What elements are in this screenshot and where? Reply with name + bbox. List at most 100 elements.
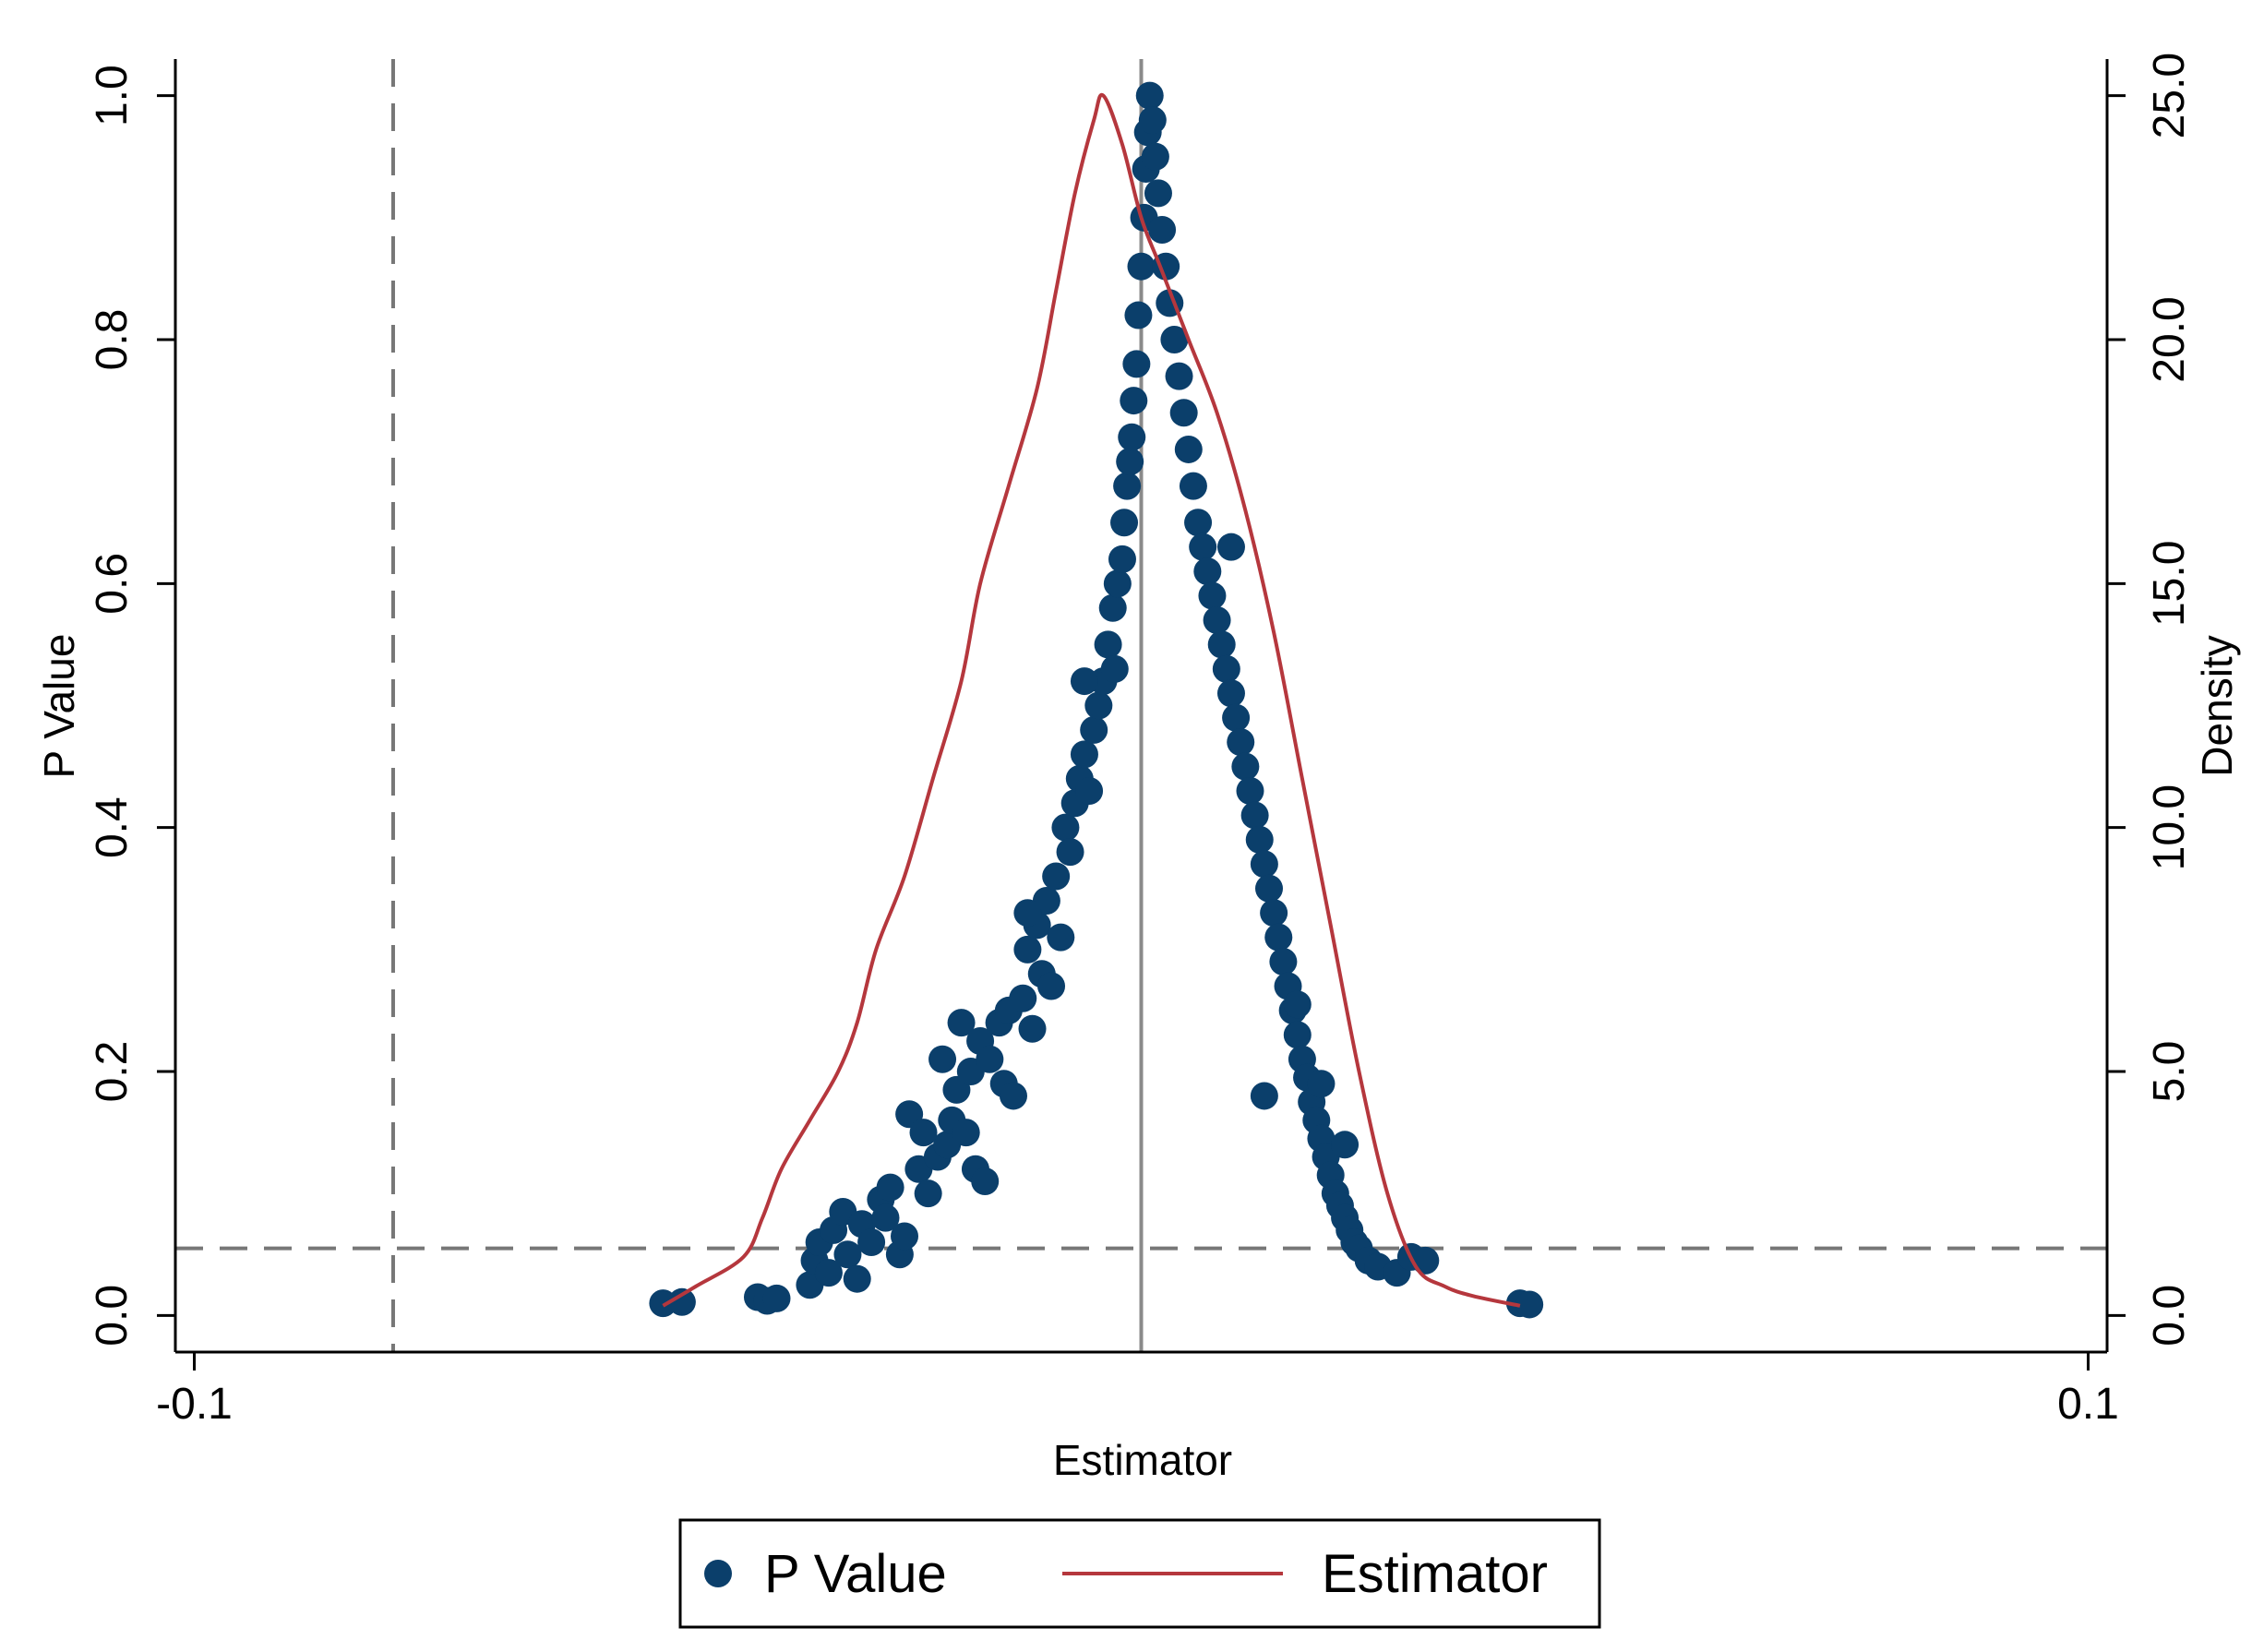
p-value-point [1013,899,1042,928]
legend-estimator-label: Estimator [1322,1544,1548,1604]
p-value-point [1515,1290,1544,1319]
p-value-point [1189,533,1217,561]
p-value-point [1207,630,1236,659]
p-value-point [1184,509,1213,537]
right-y-tick-label: 25.0 [2145,53,2194,138]
x-tick-label: 0.1 [2057,1380,2119,1429]
p-value-point [1250,850,1278,879]
p-value-point [928,1045,957,1073]
x-tick-label: -0.1 [156,1380,233,1429]
p-value-point [1216,679,1245,708]
p-value-point [1051,813,1080,842]
p-value-point [1116,448,1144,476]
p-value-point [1103,569,1132,598]
right-y-tick-label: 0.0 [2145,1285,2194,1347]
p-value-point [1160,325,1189,353]
p-value-point [1283,990,1312,1019]
p-value-point [1222,703,1251,732]
p-value-point [1148,216,1177,245]
p-value-point [1331,1131,1360,1159]
p-value-point [1047,923,1075,952]
p-value-point [857,1228,886,1257]
p-value-point [1250,1082,1278,1110]
p-value-point [1037,972,1066,1000]
p-value-point [1110,509,1139,537]
p-value-point [971,1167,1000,1195]
left-y-tick-label: 0.2 [88,1041,137,1103]
p-value-point [1018,1014,1047,1043]
legend: P Value Estimator [678,1518,1601,1629]
p-value-point [1193,557,1222,586]
p-value-point [1056,838,1084,867]
p-value-point [999,1082,1027,1110]
right-y-axis-title: Density [2193,635,2241,776]
p-value-point [1198,581,1227,610]
left-y-axis-ticks: 0.0 0.2 0.4 0.6 0.8 1.0 [88,65,175,1347]
p-value-point [1260,899,1288,928]
right-y-tick-label: 20.0 [2145,296,2194,382]
p-value-point [1255,874,1284,903]
x-axis-ticks: -0.1 0.1 [156,1352,2119,1429]
p-value-point [1070,740,1098,769]
p-value-point [833,1240,862,1269]
p-value-point [1070,667,1098,696]
left-y-axis-title: P Value [35,634,83,779]
right-y-axis-ticks: 0.0 5.0 10.0 15.0 20.0 25.0 [2107,53,2194,1347]
p-value-point [1113,472,1142,500]
p-value-point [1144,179,1172,208]
p-value-point [1212,654,1240,683]
p-value-point [1075,777,1104,806]
left-y-tick-label: 0.8 [88,309,137,371]
p-value-point [976,1045,1004,1073]
p-value-point [814,1259,843,1287]
p-value-point [1094,630,1122,659]
p-value-point [1264,923,1293,952]
p-value-point [914,1179,942,1208]
p-value-point [1138,106,1167,135]
p-value-point [1141,142,1169,171]
p-value-point [1203,605,1231,634]
p-value-point [762,1284,791,1312]
p-value-point [1042,862,1071,891]
left-y-tick-label: 0.6 [88,553,137,615]
right-y-tick-label: 5.0 [2145,1041,2194,1103]
legend-p-value-marker [704,1560,732,1587]
axes: 0.0 0.2 0.4 0.6 0.8 1.0 0.0 5.0 10.0 15.0 20.0 25.… [88,53,2194,1429]
p-value-point [1179,472,1207,500]
p-value-point [876,1173,904,1202]
left-y-tick-label: 1.0 [88,65,137,126]
p-value-point [1009,984,1037,1012]
p-value-point [1013,935,1042,964]
p-value-point [947,1009,976,1037]
p-value-point [1135,81,1164,110]
p-value-point [1169,399,1198,427]
p-value-point [1236,777,1264,806]
p-value-point [1124,301,1153,329]
p-value-point [1245,825,1274,854]
p-value-points [649,81,1544,1319]
p-value-point [1227,728,1255,757]
p-value-point [667,1287,696,1316]
p-value-point [909,1119,938,1147]
estimator-density-line [662,92,1521,1308]
p-value-point [1120,387,1148,415]
p-value-point [891,1222,919,1251]
p-value-point [1269,948,1298,976]
right-y-tick-label: 15.0 [2145,541,2194,627]
right-y-tick-label: 10.0 [2145,784,2194,870]
p-value-point [1118,423,1146,451]
p-value-point [1283,1021,1312,1049]
x-axis-title: Estimator [1053,1436,1232,1484]
p-value-point [1108,545,1136,573]
p-value-point [1231,752,1260,781]
p-value-point [1240,801,1269,830]
p-value-point [871,1203,900,1232]
left-y-tick-label: 0.0 [88,1285,137,1347]
p-value-point [1098,593,1127,622]
p-value-point [1216,533,1245,561]
p-value-point [1084,691,1113,720]
p-value-point [1127,252,1156,281]
p-value-point [1411,1246,1440,1275]
p-value-point [1174,435,1203,463]
